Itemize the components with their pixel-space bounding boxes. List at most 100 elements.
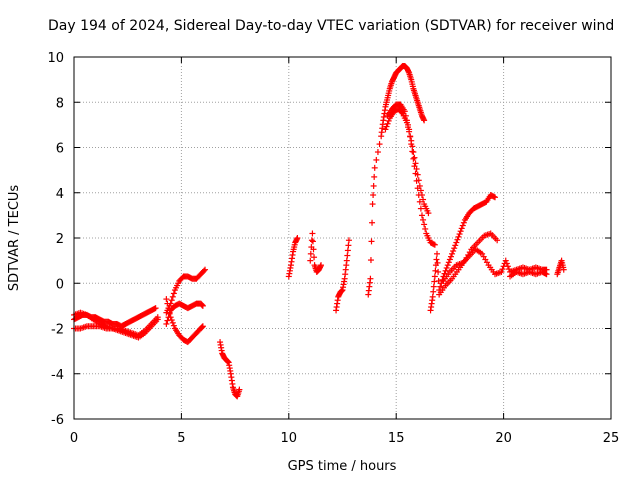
data-point-interp <box>433 256 440 263</box>
data-point <box>236 386 243 393</box>
data-point-interp <box>417 205 424 212</box>
data-point <box>152 305 159 312</box>
data-point-interp <box>407 133 414 140</box>
y-tick-label: 6 <box>56 142 64 157</box>
data-point <box>294 235 301 241</box>
data-point-interp <box>408 141 415 148</box>
data-point <box>163 296 170 303</box>
data-point-interp <box>430 283 437 290</box>
data-point-interp <box>166 309 173 316</box>
data-point-interp <box>371 173 378 180</box>
y-tick-label: 2 <box>56 232 64 247</box>
data-point-interp <box>308 237 315 244</box>
data-point-interp <box>413 177 420 184</box>
x-tick-label: 10 <box>281 431 298 446</box>
grid-lines <box>74 57 611 419</box>
data-point-interp <box>450 248 457 255</box>
chart-title-text: Day 194 of 2024, Sidereal Day-to-day VTE… <box>48 18 615 34</box>
data-point-interp <box>405 121 412 128</box>
x-tick-label: 15 <box>388 431 405 446</box>
data-point <box>429 293 436 300</box>
data-point-interp <box>432 267 439 274</box>
data-point <box>498 268 505 275</box>
data-point <box>307 257 314 264</box>
data-point-interp <box>168 297 175 304</box>
x-tick-label: 0 <box>70 431 78 446</box>
data-point <box>406 126 413 133</box>
data-point-interp <box>435 268 442 275</box>
y-tick-label: -4 <box>51 368 64 383</box>
data-point-interp <box>451 245 458 252</box>
data-point-interp <box>460 219 467 226</box>
y-tick-label: -2 <box>51 323 64 338</box>
data-point-interp <box>499 266 506 273</box>
y-axis-label: SDTVAR / TECUs <box>7 185 22 292</box>
data-point-interp <box>422 225 429 232</box>
data-point-interp <box>503 260 510 267</box>
data-point <box>494 237 501 244</box>
data-point <box>444 262 451 269</box>
x-tick-label: 5 <box>177 431 185 446</box>
y-tick-label: 10 <box>47 51 64 66</box>
data-point-interp <box>411 154 418 161</box>
data-point-interp <box>439 276 446 283</box>
data-point <box>167 314 174 321</box>
data-point-interp <box>452 242 459 249</box>
data-point <box>543 271 550 278</box>
data-point-interp <box>459 222 466 229</box>
x-tick-label: 25 <box>603 431 620 446</box>
data-point-interp <box>376 141 383 148</box>
data-point-interp <box>454 236 461 243</box>
data-point-interp <box>409 148 416 155</box>
data-point-interp <box>169 293 176 300</box>
data-point <box>309 230 316 237</box>
data-point-interp <box>370 182 377 189</box>
data-point-interp <box>310 246 317 253</box>
data-point-interp <box>437 283 444 290</box>
axis-ticks: 0 5 10 15 20 25 -6 -4 -2 0 2 4 6 8 10 <box>47 51 619 446</box>
data-point-interp <box>443 264 450 271</box>
data-point <box>492 194 499 201</box>
data-point-interp <box>367 257 374 264</box>
data-point <box>449 250 456 257</box>
y-tick-label: -6 <box>51 413 64 428</box>
data-point <box>457 228 464 235</box>
data-point <box>369 201 376 208</box>
data-point-interp <box>374 149 381 156</box>
data-point <box>412 160 419 167</box>
data-point-interp <box>402 112 409 119</box>
data-point-interp <box>445 259 452 266</box>
data-point-interp <box>442 267 449 274</box>
data-points <box>71 63 567 400</box>
data-point-interp <box>420 196 427 203</box>
data-point <box>401 108 408 115</box>
data-point <box>367 275 374 282</box>
data-point-interp <box>415 192 422 199</box>
data-point-interp <box>170 290 177 297</box>
y-tick-label: 4 <box>56 187 64 202</box>
data-point <box>560 266 567 273</box>
data-point-interp <box>369 219 376 226</box>
chart-title: Day 194 of 2024, Sidereal Day-to-day VTE… <box>0 18 640 38</box>
plot-frame <box>73 56 612 420</box>
data-point-interp <box>165 305 172 312</box>
data-point-interp <box>416 198 423 205</box>
data-point <box>154 316 161 323</box>
data-point-interp <box>309 238 316 245</box>
data-point-interp <box>412 170 419 177</box>
data-point-interp <box>385 117 392 124</box>
data-point <box>431 273 438 280</box>
data-point-interp <box>373 156 380 163</box>
data-point <box>199 302 206 309</box>
data-point <box>318 262 325 269</box>
data-point-interp <box>168 317 175 324</box>
data-point <box>431 241 438 248</box>
data-point-interp <box>344 247 351 254</box>
data-point <box>414 185 421 192</box>
x-axis-label: GPS time / hours <box>288 459 397 474</box>
data-point <box>345 237 352 244</box>
y-tick-label: 8 <box>56 96 64 111</box>
data-point-interp <box>200 267 207 274</box>
data-point <box>434 250 441 257</box>
